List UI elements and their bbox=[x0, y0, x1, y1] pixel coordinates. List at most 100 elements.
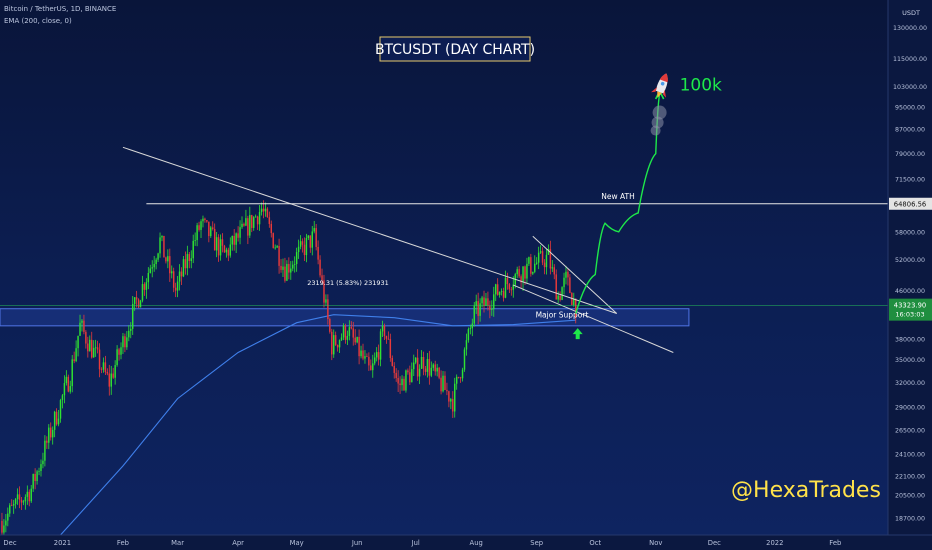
candle-body bbox=[452, 399, 454, 412]
time-axis-panel[interactable] bbox=[0, 535, 932, 550]
candle-body bbox=[563, 277, 565, 288]
candle-body bbox=[272, 233, 274, 248]
candle-body bbox=[524, 266, 526, 279]
candle-body bbox=[537, 252, 540, 263]
candle-body bbox=[213, 228, 216, 251]
y-tick-label: 35000.00 bbox=[895, 357, 925, 364]
candle-body bbox=[5, 520, 7, 526]
candle-body bbox=[38, 470, 40, 472]
y-tick-label: 46000.00 bbox=[895, 288, 925, 295]
candle-body bbox=[59, 400, 62, 419]
candle-body bbox=[151, 267, 153, 269]
candle-body bbox=[461, 369, 464, 379]
candle-body bbox=[163, 235, 165, 258]
candle-body bbox=[377, 352, 380, 360]
trendline[interactable] bbox=[122, 146, 617, 314]
candle-body bbox=[389, 339, 392, 359]
candle-body bbox=[36, 471, 38, 482]
candle-body bbox=[116, 349, 118, 366]
candle-body bbox=[543, 262, 546, 268]
y-tick-label: 26500.00 bbox=[895, 428, 925, 435]
trendline[interactable] bbox=[532, 235, 618, 314]
candle-body bbox=[112, 373, 114, 378]
candle-body bbox=[18, 494, 21, 500]
candle-body bbox=[172, 271, 175, 288]
candle-body bbox=[77, 335, 79, 349]
target-label: 100k bbox=[680, 76, 722, 96]
candle-body bbox=[89, 339, 91, 352]
candle-body bbox=[450, 399, 452, 402]
y-tick-label: 32000.00 bbox=[895, 380, 925, 387]
candle-body bbox=[364, 356, 366, 359]
candle-body bbox=[102, 362, 105, 370]
y-tick-label: 130000.00 bbox=[893, 25, 927, 32]
currency-label: USDT bbox=[902, 9, 920, 17]
candle-body bbox=[381, 325, 384, 332]
candle-body bbox=[405, 370, 407, 391]
candle-body bbox=[30, 488, 32, 502]
candle-body bbox=[350, 327, 353, 329]
candle-body bbox=[215, 237, 218, 251]
candle-body bbox=[413, 362, 415, 370]
rocket-smoke-icon bbox=[651, 116, 664, 129]
candle-body bbox=[42, 460, 44, 465]
candle-body bbox=[7, 513, 9, 521]
support-zone bbox=[0, 308, 690, 327]
candle-body bbox=[90, 339, 93, 358]
candle-body bbox=[557, 295, 559, 300]
candle-body bbox=[217, 237, 220, 256]
candle-body bbox=[313, 228, 315, 232]
rocket-icon bbox=[651, 73, 668, 98]
candle-body bbox=[426, 358, 429, 372]
y-tick-label: 52000.00 bbox=[895, 257, 925, 264]
x-tick-label: Sep bbox=[530, 539, 543, 547]
candle-body bbox=[342, 325, 345, 338]
candle-body bbox=[502, 291, 505, 298]
candle-body bbox=[295, 252, 298, 265]
candle-body bbox=[438, 367, 440, 378]
candle-body bbox=[87, 343, 89, 352]
candle-body bbox=[204, 218, 206, 221]
candle-body bbox=[147, 272, 150, 283]
candle-body bbox=[141, 284, 144, 301]
candle-body bbox=[94, 347, 97, 349]
candle-body bbox=[309, 235, 312, 248]
candle-body bbox=[118, 349, 120, 355]
candle-body bbox=[40, 464, 42, 471]
candle-body bbox=[202, 218, 204, 222]
candle-body bbox=[247, 218, 249, 236]
candle-body bbox=[67, 376, 70, 392]
x-tick-label: Dec bbox=[3, 539, 16, 547]
candle-body bbox=[346, 335, 349, 340]
candle-body bbox=[559, 295, 561, 300]
price-axis-panel[interactable] bbox=[888, 0, 932, 535]
candle-body bbox=[131, 303, 134, 329]
candle-body bbox=[44, 440, 46, 461]
candle-body bbox=[539, 251, 542, 253]
candle-body bbox=[551, 267, 554, 269]
candle-body bbox=[469, 328, 472, 330]
x-tick-label: Oct bbox=[589, 539, 601, 547]
y-tick-label: 38000.00 bbox=[895, 336, 925, 343]
candle-body bbox=[444, 375, 446, 390]
y-tick-label: 24100.00 bbox=[895, 452, 925, 459]
y-tick-label: 20500.00 bbox=[895, 492, 925, 499]
candle-body bbox=[512, 284, 515, 290]
candle-body bbox=[442, 375, 444, 392]
candle-body bbox=[10, 505, 13, 507]
candle-body bbox=[407, 370, 409, 373]
candle-body bbox=[292, 264, 294, 269]
candle-body bbox=[571, 292, 573, 305]
x-tick-label: Mar bbox=[171, 539, 184, 547]
candle-body bbox=[155, 259, 157, 265]
candle-body bbox=[573, 298, 575, 305]
symbol-line: Bitcoin / TetherUS, 1D, BINANCE bbox=[4, 5, 116, 13]
candle-body bbox=[124, 336, 126, 348]
countdown-label: 16:03:03 bbox=[895, 311, 924, 319]
candle-body bbox=[137, 299, 140, 308]
candle-body bbox=[130, 328, 132, 331]
trendline[interactable] bbox=[513, 284, 674, 353]
